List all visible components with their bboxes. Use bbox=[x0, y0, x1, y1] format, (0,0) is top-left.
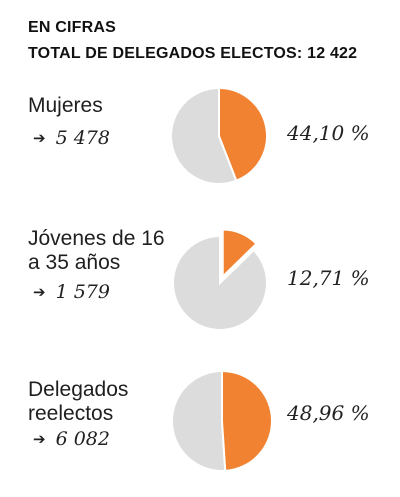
percent-label-women: 44,10 % bbox=[287, 121, 370, 145]
pie-slice-highlight bbox=[218, 86, 268, 183]
pie-slice-rest bbox=[171, 369, 227, 472]
pie-slice-highlight bbox=[221, 228, 258, 279]
count-value: 1 579 bbox=[55, 281, 110, 303]
percent-label-youth: 12,71 % bbox=[287, 266, 370, 290]
category-label-reelected: Delegados reelectos bbox=[28, 378, 129, 425]
count-women: ➔ 5 478 bbox=[33, 127, 110, 149]
pie-slice-highlight bbox=[221, 369, 273, 472]
category-label-youth: Jóvenes de 16 a 35 años bbox=[28, 227, 165, 274]
arrow-icon: ➔ bbox=[33, 283, 46, 301]
header-title: EN CIFRAS bbox=[28, 19, 117, 36]
percent-label-reelected: 48,96 % bbox=[287, 401, 370, 425]
arrow-icon: ➔ bbox=[33, 129, 46, 147]
pie-slice-rest bbox=[172, 234, 268, 331]
pie-slice-rest bbox=[170, 86, 238, 185]
count-value: 5 478 bbox=[55, 127, 110, 149]
count-youth: ➔ 1 579 bbox=[33, 281, 110, 303]
arrow-icon: ➔ bbox=[33, 430, 46, 448]
count-reelected: ➔ 6 082 bbox=[33, 428, 110, 450]
count-value: 6 082 bbox=[55, 428, 110, 450]
header-subtitle: TOTAL DE DELEGADOS ELECTOS: 12 422 bbox=[28, 45, 358, 62]
category-label-women: Mujeres bbox=[28, 94, 103, 117]
